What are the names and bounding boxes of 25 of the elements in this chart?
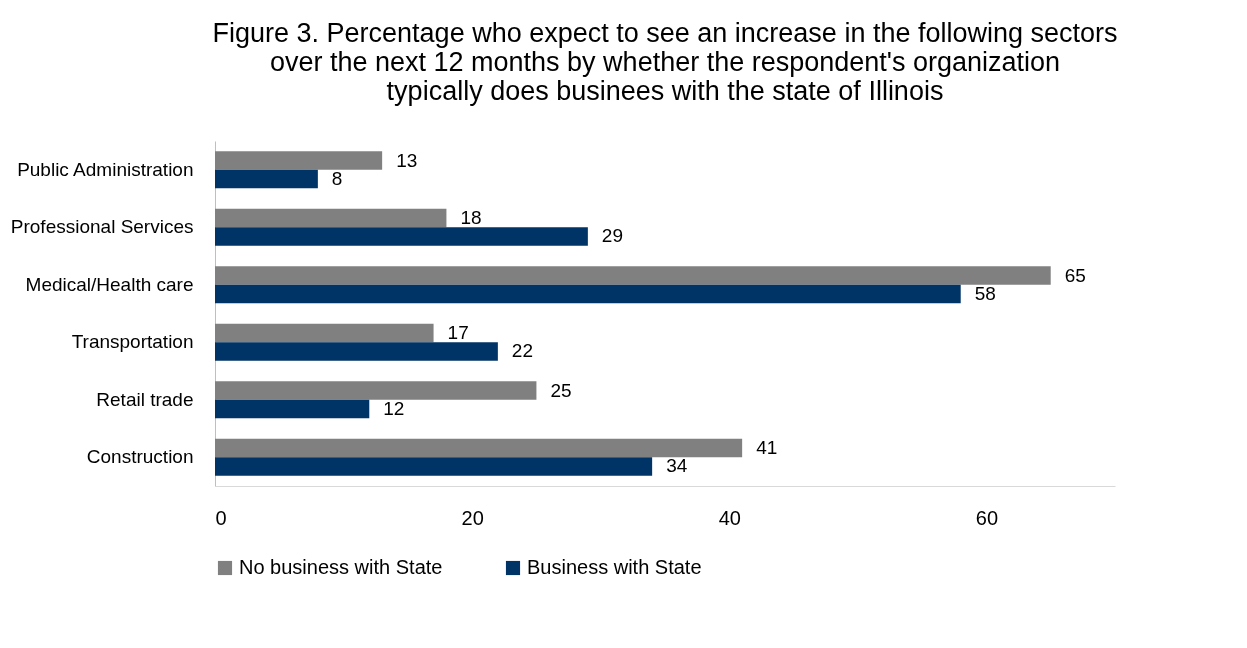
- data-label: 22: [511, 340, 533, 362]
- x-tick-label: 20: [461, 506, 484, 529]
- y-tick-label: Retail trade: [96, 388, 194, 410]
- data-label: 8: [331, 167, 343, 189]
- data-label: 34: [666, 455, 688, 477]
- data-label: 25: [550, 379, 572, 401]
- y-tick-label: Construction: [86, 446, 194, 468]
- data-label: 17: [447, 322, 469, 344]
- data-label: 58: [974, 282, 996, 304]
- chart-title: Figure 3. Percentage who expect to see an increase in the following sectors over the next 12 months by whether the respondent's organization typically does businees with the state of Illinois: [212, 18, 1118, 106]
- y-tick-label: Medical/Health care: [25, 273, 194, 295]
- data-label: 41: [756, 437, 778, 459]
- y-tick-label: Professional Services: [10, 216, 194, 238]
- data-label: 18: [460, 207, 482, 229]
- x-tick-label: 40: [718, 506, 741, 529]
- x-tick-label: 60: [975, 506, 999, 529]
- data-label: 12: [383, 397, 405, 419]
- y-tick-label: Transportation: [71, 331, 194, 353]
- data-label: 29: [601, 225, 623, 247]
- legend-label: Business with State: [527, 556, 702, 578]
- x-tick-label: 0: [215, 506, 227, 529]
- legend-label: No business with State: [239, 556, 443, 578]
- data-label: 65: [1064, 264, 1086, 286]
- y-tick-label: Public Administration: [17, 158, 194, 180]
- data-label: 13: [396, 149, 418, 171]
